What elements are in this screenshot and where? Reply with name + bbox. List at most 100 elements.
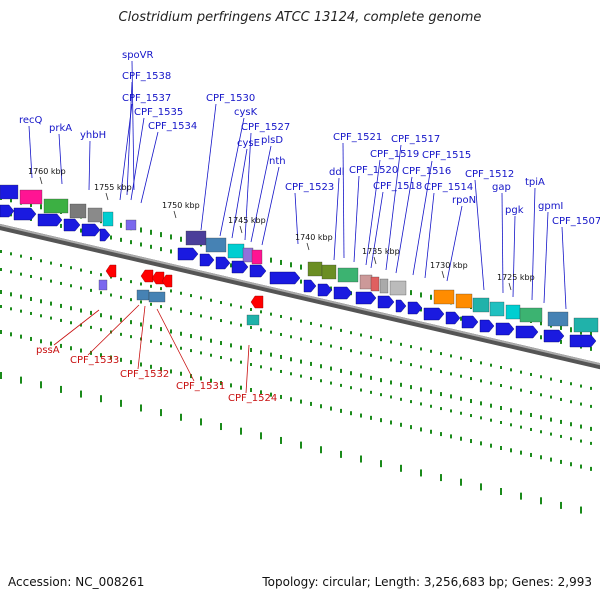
- forward-gene-arrow: [249, 264, 267, 278]
- track-tick: [120, 332, 122, 336]
- track-tick: [340, 408, 342, 413]
- position-tick: [306, 242, 310, 251]
- forward-gene-arrow: [0, 204, 15, 218]
- track-tick-major: [540, 497, 542, 505]
- forward-leader-line: [501, 192, 504, 294]
- track-tick: [0, 250, 2, 253]
- accession-text: Accession: NC_008261: [8, 575, 145, 589]
- track-tick: [490, 418, 492, 422]
- reverse-gene-arrow: [161, 274, 173, 288]
- track-tick: [300, 399, 302, 404]
- track-tick: [90, 288, 92, 292]
- forward-gene-label: pgk: [505, 205, 524, 216]
- cog-box: [370, 276, 380, 292]
- track-tick: [520, 425, 522, 429]
- forward-gene-arrow: [13, 207, 37, 221]
- track-tick: [280, 314, 282, 318]
- reverse-leader-line: [137, 305, 146, 370]
- track-tick: [240, 385, 242, 390]
- track-tick: [240, 323, 242, 327]
- track-tick: [280, 259, 282, 265]
- track-tick: [20, 254, 22, 258]
- cog-box: [389, 280, 407, 296]
- track-tick: [370, 375, 372, 380]
- track-tick-major: [340, 450, 342, 458]
- track-tick: [60, 263, 62, 267]
- track-tick: [320, 342, 322, 346]
- track-tick: [330, 406, 332, 411]
- track-tick: [110, 355, 112, 360]
- track-tick: [90, 270, 92, 274]
- track-tick: [150, 339, 152, 343]
- track-tick: [550, 457, 552, 462]
- position-label: 1750 kbp: [162, 201, 200, 210]
- track-tick: [240, 360, 242, 364]
- track-tick-major: [20, 376, 22, 384]
- track-tick: [50, 341, 52, 346]
- track-tick: [220, 319, 222, 323]
- track-tick: [590, 386, 592, 390]
- forward-gene-label: CPF_1527: [241, 122, 290, 133]
- track-tick-major: [560, 501, 562, 509]
- track-tick: [350, 411, 352, 416]
- track-tick: [400, 382, 402, 387]
- track-tick: [150, 364, 152, 369]
- track-tick: [10, 197, 12, 203]
- track-tick-major: [480, 483, 482, 491]
- summary-text: Topology: circular; Length: 3,256,683 bp…: [262, 575, 592, 589]
- track-tick: [50, 261, 52, 265]
- track-tick: [60, 223, 62, 228]
- track-tick: [540, 335, 542, 340]
- track-tick: [70, 346, 72, 351]
- track-tick-major: [520, 492, 522, 500]
- track-tick-major: [180, 413, 182, 421]
- track-tick: [150, 284, 152, 288]
- track-tick: [550, 432, 552, 436]
- track-tick: [580, 402, 582, 406]
- track-tick: [350, 371, 352, 376]
- forward-gene-label: CPF_1534: [148, 121, 197, 132]
- track-tick: [530, 390, 532, 394]
- reverse-leader-line: [245, 344, 250, 394]
- track-tick: [80, 268, 82, 272]
- track-tick: [410, 425, 412, 430]
- track-tick: [420, 387, 422, 392]
- position-label: 1725 kbp: [497, 273, 535, 282]
- forward-gene-arrow: [199, 253, 215, 267]
- track-tick: [580, 424, 582, 429]
- track-tick: [110, 235, 112, 240]
- track-tick: [340, 346, 342, 350]
- reverse-gene-label: CPF_1524: [228, 393, 277, 404]
- track-tick: [540, 320, 542, 326]
- track-tick: [560, 434, 562, 438]
- track-tick: [30, 256, 32, 260]
- track-tick: [240, 305, 242, 309]
- forward-leader-line: [531, 187, 536, 301]
- forward-gene-arrow: [423, 307, 445, 321]
- track-tick: [500, 406, 502, 410]
- track-tick-major: [240, 427, 242, 435]
- track-tick: [420, 427, 422, 432]
- track-tick: [120, 317, 122, 322]
- track-tick: [510, 386, 512, 390]
- track-tick: [330, 366, 332, 371]
- track-tick: [590, 426, 592, 431]
- track-tick: [540, 375, 542, 379]
- track-tick: [170, 249, 172, 254]
- track-tick-major: [200, 418, 202, 426]
- track-tick: [90, 325, 92, 329]
- track-tick: [380, 418, 382, 423]
- track-tick: [380, 356, 382, 360]
- reverse-gene-label: CPF_1533: [70, 355, 119, 366]
- track-tick-major: [140, 404, 142, 412]
- track-tick: [40, 277, 42, 281]
- forward-gene-label: CPF_1514: [424, 182, 473, 193]
- track-tick: [210, 316, 212, 320]
- track-tick-major: [420, 469, 422, 477]
- track-tick: [460, 436, 462, 441]
- reverse-cog-box: [246, 314, 260, 326]
- track-tick: [490, 381, 492, 385]
- forward-leader-line: [446, 205, 463, 282]
- forward-gene-label: plsD: [261, 135, 283, 146]
- forward-gene-label: ddl: [329, 167, 344, 178]
